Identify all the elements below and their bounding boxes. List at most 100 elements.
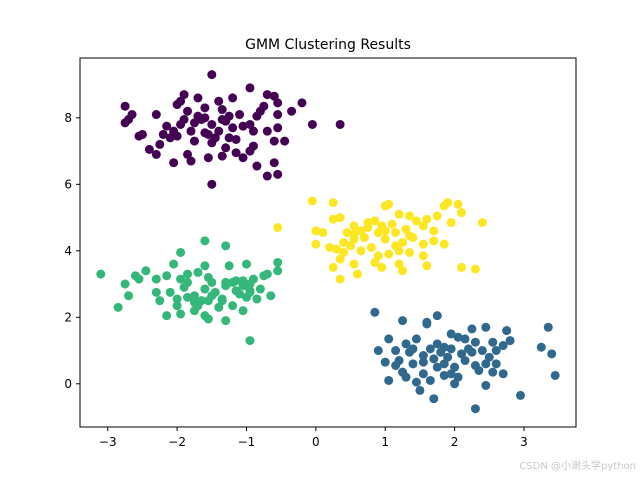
data-point [207,70,217,80]
data-point [183,106,193,116]
data-point [120,101,130,111]
data-point [200,113,210,123]
data-point [221,281,231,291]
data-point [183,149,193,159]
data-point [505,336,515,346]
data-point [155,139,165,149]
data-point [352,269,362,279]
data-point [269,91,279,101]
data-point [488,337,498,347]
data-point [231,148,241,158]
data-point [266,291,276,301]
data-point [189,136,199,146]
data-point [311,239,321,249]
data-point [373,346,383,356]
data-point [439,239,449,249]
data-point [255,284,265,294]
data-point [151,274,161,284]
data-point [481,380,491,390]
y-tick-label: 6 [64,177,72,191]
data-point [335,213,345,223]
data-point [398,367,408,377]
data-point [422,214,432,224]
data-point [228,301,238,311]
data-point [408,359,418,369]
data-point [248,274,258,284]
data-point [269,136,279,146]
data-point [446,218,456,228]
data-point [221,241,231,251]
data-point [516,390,525,400]
data-point [443,198,453,208]
data-point [401,224,411,234]
data-point [391,241,401,251]
data-point [405,231,415,241]
data-point [207,179,217,189]
data-point [245,287,255,297]
data-point [453,332,463,342]
data-point [193,267,203,277]
data-point [287,106,297,116]
data-point [235,289,245,299]
data-point [405,247,415,257]
data-point [470,264,480,274]
data-point [162,121,172,131]
data-point [252,294,262,304]
data-point [477,218,487,228]
data-point [228,123,238,133]
data-point [394,209,404,219]
data-point [235,110,245,120]
data-point [176,309,186,319]
x-tick-label: −1 [238,435,256,449]
data-point [307,196,317,206]
data-point [273,266,283,276]
data-point [165,133,175,143]
data-point [200,103,210,113]
data-point [189,291,199,301]
data-point [203,314,213,324]
data-point [457,262,467,272]
data-point [241,259,251,269]
data-point [550,370,560,380]
data-point [356,246,366,256]
data-point [488,367,498,377]
data-point [273,169,283,179]
data-point [262,171,272,181]
y-tick-label: 4 [64,244,72,258]
data-point [502,326,512,336]
data-point [384,199,394,209]
data-point [238,153,248,163]
data-point [297,98,307,108]
data-point [339,247,349,257]
data-point [391,346,401,356]
data-point [411,377,421,387]
data-point [477,346,487,356]
data-point [349,259,359,269]
data-point [262,90,272,100]
data-point [342,228,352,238]
data-point [332,244,342,254]
data-point [418,251,428,261]
data-point [214,126,224,136]
data-point [224,261,234,271]
data-point [217,151,227,161]
data-point [172,131,182,141]
data-point [214,96,224,106]
data-point [418,239,428,249]
data-point [207,277,217,287]
data-point [200,261,210,271]
data-point [398,316,408,326]
data-point [446,369,456,379]
data-point [446,344,456,354]
data-point [425,344,435,354]
data-point [384,249,394,259]
data-point [273,257,283,267]
data-point [217,115,227,124]
data-point [179,115,189,124]
data-point [189,297,199,307]
data-point [335,274,345,284]
data-point [401,339,411,349]
data-point [252,161,262,171]
data-point [377,221,387,231]
data-point [339,238,349,247]
